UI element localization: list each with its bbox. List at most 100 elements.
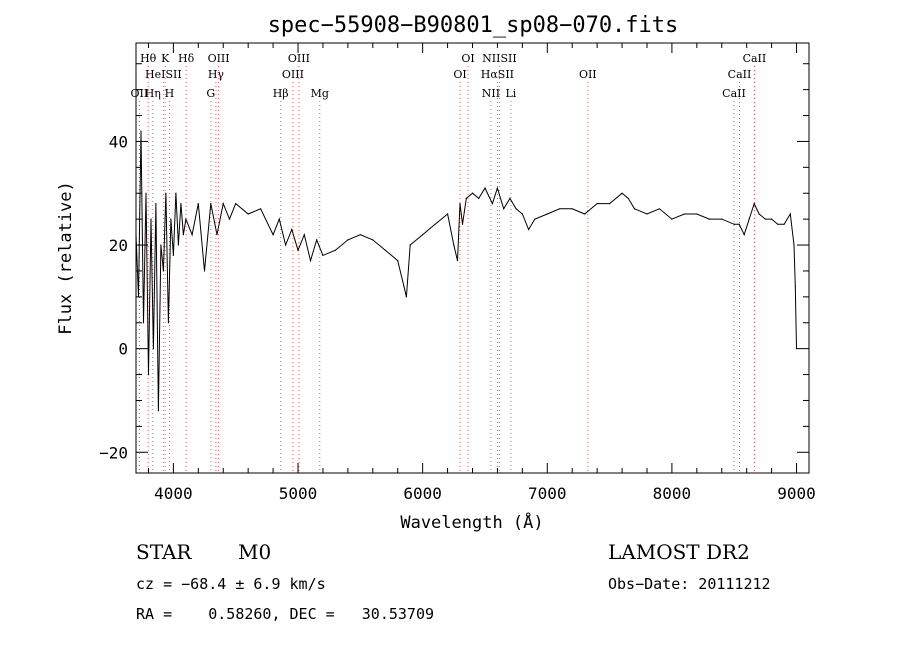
spectrum-point [783, 223, 785, 225]
spectrum-point [621, 192, 623, 194]
spectrum-point [309, 260, 312, 262]
object-subclass: M0 [238, 540, 272, 564]
spectrum-point [160, 244, 162, 246]
x-axis-label: Wavelength (Å) [400, 511, 543, 533]
axis-ticks [136, 43, 809, 473]
spectrum-point [534, 218, 536, 220]
emission-line-markers: Hθ K Hδ OIII OIII OI NIISII CaII HeISII Hγ OIII OI H… [131, 52, 766, 473]
spectrum-point [596, 203, 598, 205]
spectrum-point [509, 197, 511, 199]
spectrum-point [793, 244, 795, 246]
spectrum-series [135, 130, 798, 412]
axis-tick-labels: 4000 5000 6000 7000 8000 9000 −20 0 20 40 [99, 132, 816, 503]
spectrum-point [291, 228, 293, 231]
spectrum-point [453, 244, 455, 246]
y-axis-label: Flux (relative) [56, 181, 76, 335]
x-tick-label: 8000 [653, 484, 692, 503]
line-marker-label: CaII [722, 87, 746, 100]
spectrum-point [409, 244, 411, 246]
spectrum-point [503, 208, 505, 210]
spectrum-point [285, 244, 287, 246]
spectrum-point [546, 213, 548, 215]
spectrum-point [771, 218, 773, 220]
spectrum-point [465, 197, 467, 199]
spectrum-point [471, 192, 474, 194]
line-marker-label: Hβ [273, 87, 289, 100]
spectrum-point [671, 218, 673, 220]
x-tick-label: 9000 [777, 484, 816, 503]
observation-date: Obs−Date: 20111212 [608, 575, 771, 593]
x-tick-label: 7000 [528, 484, 567, 503]
spectrum-point [456, 260, 459, 262]
spectrum-point [140, 130, 142, 132]
line-marker-label: HαSII [481, 68, 514, 81]
spectrum-point [658, 208, 661, 210]
line-marker-label: K [161, 52, 170, 65]
spectrum-point [303, 234, 305, 236]
spectrum-point [521, 213, 524, 215]
spectrum-point [147, 374, 150, 376]
spectrum-point [322, 254, 324, 256]
line-marker-label: OIII [208, 52, 230, 65]
spectrum-point [447, 213, 449, 215]
spectrum-point [397, 260, 399, 262]
spectrum-point [162, 270, 164, 272]
spectrum-point [372, 239, 374, 241]
spectrum-point [748, 218, 750, 220]
spectrum-point [559, 208, 561, 210]
spectrum-point [795, 348, 798, 350]
spectrum-point [459, 203, 461, 205]
line-marker-label: Li [505, 87, 516, 100]
spectrum-point [461, 223, 464, 225]
spectrum-point [794, 285, 796, 288]
spectrum-point [235, 203, 237, 205]
line-marker-label: Hδ [178, 52, 195, 65]
line-marker-label: NIISII [482, 52, 517, 65]
spectrum-point [180, 203, 182, 205]
line-marker-label: OI [453, 68, 466, 81]
spectrum-point [185, 218, 187, 220]
redshift-readout: cz = −68.4 ± 6.9 km/s [136, 575, 326, 593]
line-marker-label: Hθ [140, 52, 157, 65]
spectrum-point [403, 285, 405, 288]
spectrum-point [789, 213, 791, 215]
survey-name: LAMOST DR2 [608, 540, 750, 564]
spectrum-point [708, 218, 710, 220]
spectrum-point [434, 223, 436, 225]
line-marker-label: OII [131, 87, 149, 100]
object-class: STAR [136, 540, 192, 564]
spectrum-point [182, 234, 184, 236]
spectrum-point [743, 234, 745, 236]
spectrum-point [359, 234, 361, 236]
y-tick-label: −20 [99, 443, 128, 462]
spectrum-point [764, 218, 767, 220]
spectrum-point [609, 203, 611, 205]
spectrum-point [247, 213, 249, 215]
y-tick-label: 20 [109, 236, 128, 255]
y-tick-label: 40 [109, 132, 128, 151]
y-tick-label: 0 [118, 340, 128, 359]
spectrum-point [222, 203, 224, 205]
spectrum-point [260, 208, 262, 210]
spectrum-point [157, 410, 159, 412]
line-marker-label: OII [579, 68, 597, 81]
spectrum-point [170, 218, 172, 220]
chart-title: spec−55908−B90801_sp08−070.fits [268, 13, 679, 38]
spectrum-point [405, 296, 407, 298]
spectrum-point [191, 234, 193, 236]
spectrum-point [167, 322, 169, 324]
spectrum-point [334, 249, 336, 251]
spectrum-point [738, 223, 740, 225]
spectrum-point [496, 187, 498, 189]
spectrum-point [478, 197, 480, 199]
line-marker-label: OIII [288, 52, 310, 65]
spectrum-point [528, 228, 530, 231]
spectrum-point [646, 213, 648, 215]
plot-frame [135, 42, 810, 474]
spectrum-point [272, 234, 274, 236]
spectrum-point [228, 218, 231, 220]
spectrum-point [145, 192, 147, 194]
spectrum-point [172, 254, 174, 256]
line-marker-label: CaII [728, 68, 752, 81]
